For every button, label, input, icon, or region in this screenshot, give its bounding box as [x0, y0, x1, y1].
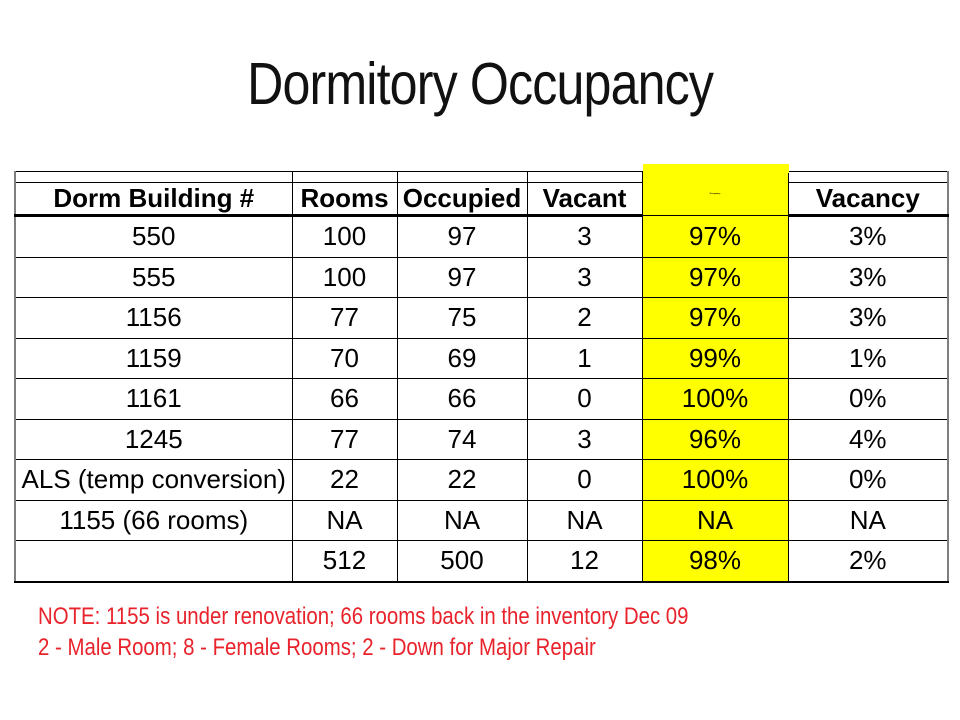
column-header-occupied: Occupied [396, 182, 528, 217]
table-totals-row: 512 500 12 98% 2% [14, 540, 949, 582]
cell-building: 1155 (66 rooms) [14, 499, 293, 541]
cell-vacancy: 3% [787, 256, 949, 298]
cell-occupied: 97 [396, 256, 528, 298]
cell-vacancy: NA [787, 499, 949, 541]
page-title: Dormitory Occupancy [0, 50, 960, 118]
cell-vacant: 0 [526, 378, 643, 420]
cell-vacancy: 0% [787, 378, 949, 420]
cell-occupied: NA [396, 499, 528, 541]
table-row: 1161 66 66 0 100% 0% [14, 378, 949, 420]
cell-rooms: 22 [291, 459, 398, 501]
cell-building: 1159 [14, 337, 293, 379]
cell-vacant: 2 [526, 297, 643, 339]
cell-occupancy-total: 98% [641, 540, 789, 582]
cell-rooms-total: 512 [291, 540, 398, 582]
note-line-1: NOTE: 1155 is under renovation; 66 rooms… [38, 603, 689, 630]
cell-occupied: 97 [396, 215, 528, 258]
cell-rooms: NA [291, 499, 398, 541]
cell-rooms: 66 [291, 378, 398, 420]
cell-occupancy: 100% [641, 378, 789, 420]
table-row: 1159 70 69 1 99% 1% [14, 337, 949, 379]
cell-vacant: 0 [526, 459, 643, 501]
cell-vacancy: 3% [787, 215, 949, 258]
cell-rooms: 77 [291, 297, 398, 339]
cell-occupied: 75 [396, 297, 528, 339]
occupancy-table: Occupancy Dorm Building # Rooms Occupied… [14, 171, 949, 583]
cell-building: 1245 [14, 418, 293, 460]
cell-occupancy: NA [641, 499, 789, 541]
table-row: 550 100 97 3 97% 3% [14, 215, 949, 258]
cell-vacant: 3 [526, 215, 643, 258]
cell-occupancy: 100% [641, 459, 789, 501]
cell-vacant-total: 12 [526, 540, 643, 582]
spacer-cell [14, 171, 293, 183]
cell-building: 1156 [14, 297, 293, 339]
table-header-row: Dorm Building # Rooms Occupied Vacant Va… [14, 182, 949, 217]
cell-occupancy: 97% [641, 297, 789, 339]
cell-vacancy-total: 2% [787, 540, 949, 582]
cell-rooms: 100 [291, 256, 398, 298]
cell-rooms: 77 [291, 418, 398, 460]
cell-vacant: NA [526, 499, 643, 541]
table-spacer-row: Occupancy [14, 171, 949, 216]
column-header-dorm-building: Dorm Building # [14, 182, 293, 217]
spacer-cell [526, 171, 643, 183]
cell-building: 550 [14, 215, 293, 258]
cell-occupancy: 97% [641, 256, 789, 298]
cell-building: 555 [14, 256, 293, 298]
cell-occupied: 74 [396, 418, 528, 460]
cell-vacant: 3 [526, 418, 643, 460]
cell-occupancy: 97% [641, 215, 789, 258]
column-header-occupancy: Occupancy [641, 171, 789, 216]
cell-occupancy: 99% [641, 337, 789, 379]
spacer-cell [291, 171, 398, 183]
column-header-vacancy: Vacancy [787, 182, 949, 217]
cell-building: ALS (temp conversion) [14, 459, 293, 501]
cell-vacancy: 1% [787, 337, 949, 379]
column-header-vacant: Vacant [526, 182, 643, 217]
spacer-cell [787, 171, 949, 183]
spacer-cell [396, 171, 528, 183]
table-row: 1156 77 75 2 97% 3% [14, 297, 949, 339]
cell-vacant: 1 [526, 337, 643, 379]
cell-vacancy: 4% [787, 418, 949, 460]
cell-vacancy: 3% [787, 297, 949, 339]
cell-occupied: 69 [396, 337, 528, 379]
note-text: NOTE: 1155 is under renovation; 66 rooms… [38, 601, 689, 663]
cell-vacancy: 0% [787, 459, 949, 501]
cell-vacant: 3 [526, 256, 643, 298]
cell-occupied: 66 [396, 378, 528, 420]
table-row: 555 100 97 3 97% 3% [14, 256, 949, 298]
highlight-column-overflow [643, 164, 789, 173]
table-row: 1155 (66 rooms) NA NA NA NA NA [14, 499, 949, 541]
cell-building [14, 540, 293, 582]
cell-occupied-total: 500 [396, 540, 528, 582]
cell-rooms: 70 [291, 337, 398, 379]
cell-occupied: 22 [396, 459, 528, 501]
cell-rooms: 100 [291, 215, 398, 258]
page-title-text: Dormitory Occupancy [247, 51, 714, 117]
cell-building: 1161 [14, 378, 293, 420]
column-header-rooms: Rooms [291, 182, 398, 217]
table-row: 1245 77 74 3 96% 4% [14, 418, 949, 460]
table-row: ALS (temp conversion) 22 22 0 100% 0% [14, 459, 949, 501]
cell-occupancy: 96% [641, 418, 789, 460]
note-line-2: 2 - Male Room; 8 - Female Rooms; 2 - Dow… [38, 634, 596, 661]
